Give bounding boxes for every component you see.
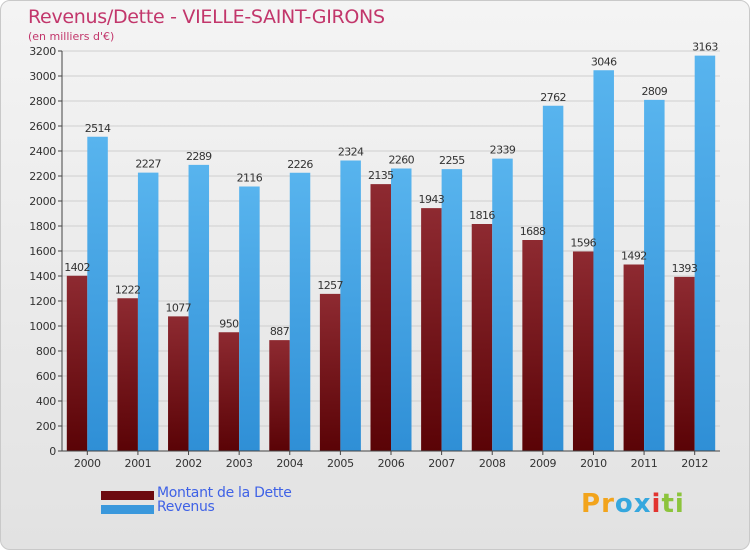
y-tick-label: 2000 [29, 195, 56, 208]
x-tick-label: 2002 [175, 457, 202, 470]
data-label-revenus: 2255 [439, 154, 465, 167]
data-label-revenus: 2289 [186, 150, 212, 163]
y-tick-label: 600 [36, 370, 56, 383]
bar-dette [117, 298, 138, 451]
data-label-revenus: 2260 [388, 154, 414, 167]
bar-revenus [188, 164, 210, 451]
y-tick-label: 1000 [29, 320, 56, 333]
y-tick-label: 200 [36, 420, 56, 433]
data-label-dette: 1688 [520, 225, 546, 238]
y-tick-label: 800 [36, 345, 56, 358]
data-label-revenus: 2809 [642, 85, 668, 98]
y-tick-label: 400 [36, 395, 56, 408]
x-tick-label: 2009 [529, 457, 556, 470]
y-tick-label: 1600 [29, 245, 56, 258]
proxiti-logo: Proxiti [581, 489, 685, 519]
bar-dette [269, 340, 290, 451]
data-label-revenus: 3046 [591, 55, 617, 68]
bar-dette [168, 316, 189, 451]
x-tick-label: 2003 [226, 457, 253, 470]
y-tick-label: 1200 [29, 295, 56, 308]
legend-swatch-revenus [101, 505, 154, 514]
y-tick-label: 1400 [29, 270, 56, 283]
data-label-dette: 1077 [165, 301, 191, 314]
data-label-revenus: 3163 [692, 41, 718, 54]
bar-revenus [340, 160, 361, 451]
y-tick-label: 1800 [29, 220, 56, 233]
bar-revenus [87, 136, 108, 451]
logo-letter: i [651, 489, 662, 519]
bar-revenus [441, 169, 463, 451]
y-tick-label: 2600 [29, 120, 56, 133]
y-tick-label: 3200 [29, 45, 56, 58]
y-tick-label: 2200 [29, 170, 56, 183]
x-tick-label: 2005 [327, 457, 354, 470]
x-tick-label: 2008 [479, 457, 506, 470]
logo-letter: t [661, 489, 675, 519]
data-label-dette: 1402 [64, 261, 90, 274]
data-label-dette: 2135 [368, 169, 394, 182]
legend-swatch-dette [101, 491, 154, 500]
x-tick-label: 2010 [580, 457, 607, 470]
data-label-dette: 1596 [570, 237, 596, 250]
bar-revenus [694, 55, 716, 451]
bar-revenus [239, 186, 260, 451]
bar-revenus [391, 168, 412, 451]
bar-dette [218, 332, 240, 451]
logo-letter: P [581, 489, 602, 519]
data-label-revenus: 2324 [338, 146, 364, 159]
bar-dette [674, 276, 695, 451]
x-tick-label: 2012 [681, 457, 708, 470]
data-label-revenus: 2226 [287, 158, 313, 171]
data-label-dette: 950 [219, 317, 239, 330]
y-tick-label: 0 [49, 445, 56, 458]
bar-dette [572, 251, 594, 451]
y-tick-label: 3000 [29, 70, 56, 83]
data-label-dette: 1816 [469, 209, 495, 222]
bar-dette [66, 275, 88, 451]
logo-letter: r [601, 489, 615, 519]
data-label-dette: 1257 [317, 279, 343, 292]
x-tick-label: 2007 [428, 457, 455, 470]
chart-subtitle: (en milliers d'€) [28, 30, 115, 43]
bar-dette [623, 264, 645, 451]
x-tick-label: 2001 [125, 457, 152, 470]
legend-label-revenus: Revenus [157, 499, 215, 515]
logo-letter: i [674, 489, 685, 519]
data-label-dette: 1393 [672, 262, 698, 275]
x-tick-label: 2011 [631, 457, 658, 470]
logo-letter: o [614, 489, 634, 519]
bar-dette [522, 240, 543, 451]
logo-letter: x [633, 489, 652, 519]
bar-dette [370, 184, 391, 451]
chart-title: Revenus/Dette - VIELLE-SAINT-GIRONS [28, 6, 385, 28]
bar-revenus [137, 172, 159, 451]
data-label-dette: 1943 [419, 193, 445, 206]
bar-dette [319, 293, 341, 451]
bar-revenus [289, 172, 311, 451]
data-label-revenus: 2339 [490, 144, 516, 157]
x-tick-label: 2006 [378, 457, 405, 470]
bar-revenus [644, 99, 665, 451]
data-label-dette: 887 [270, 325, 290, 338]
data-label-revenus: 2762 [540, 91, 566, 104]
data-label-dette: 1492 [621, 250, 647, 263]
bar-dette [471, 224, 493, 451]
bar-revenus [542, 105, 564, 451]
y-tick-label: 2800 [29, 95, 56, 108]
data-label-revenus: 2514 [85, 122, 111, 135]
data-label-revenus: 2116 [237, 172, 263, 185]
data-label-revenus: 2227 [135, 158, 161, 171]
bar-revenus [593, 70, 614, 451]
x-tick-label: 2000 [74, 457, 101, 470]
x-tick-label: 2004 [276, 457, 303, 470]
data-label-dette: 1222 [115, 283, 141, 296]
bar-dette [421, 208, 442, 451]
y-tick-label: 2400 [29, 145, 56, 158]
bar-revenus [492, 158, 513, 451]
legend-label-dette: Montant de la Dette [157, 485, 292, 501]
